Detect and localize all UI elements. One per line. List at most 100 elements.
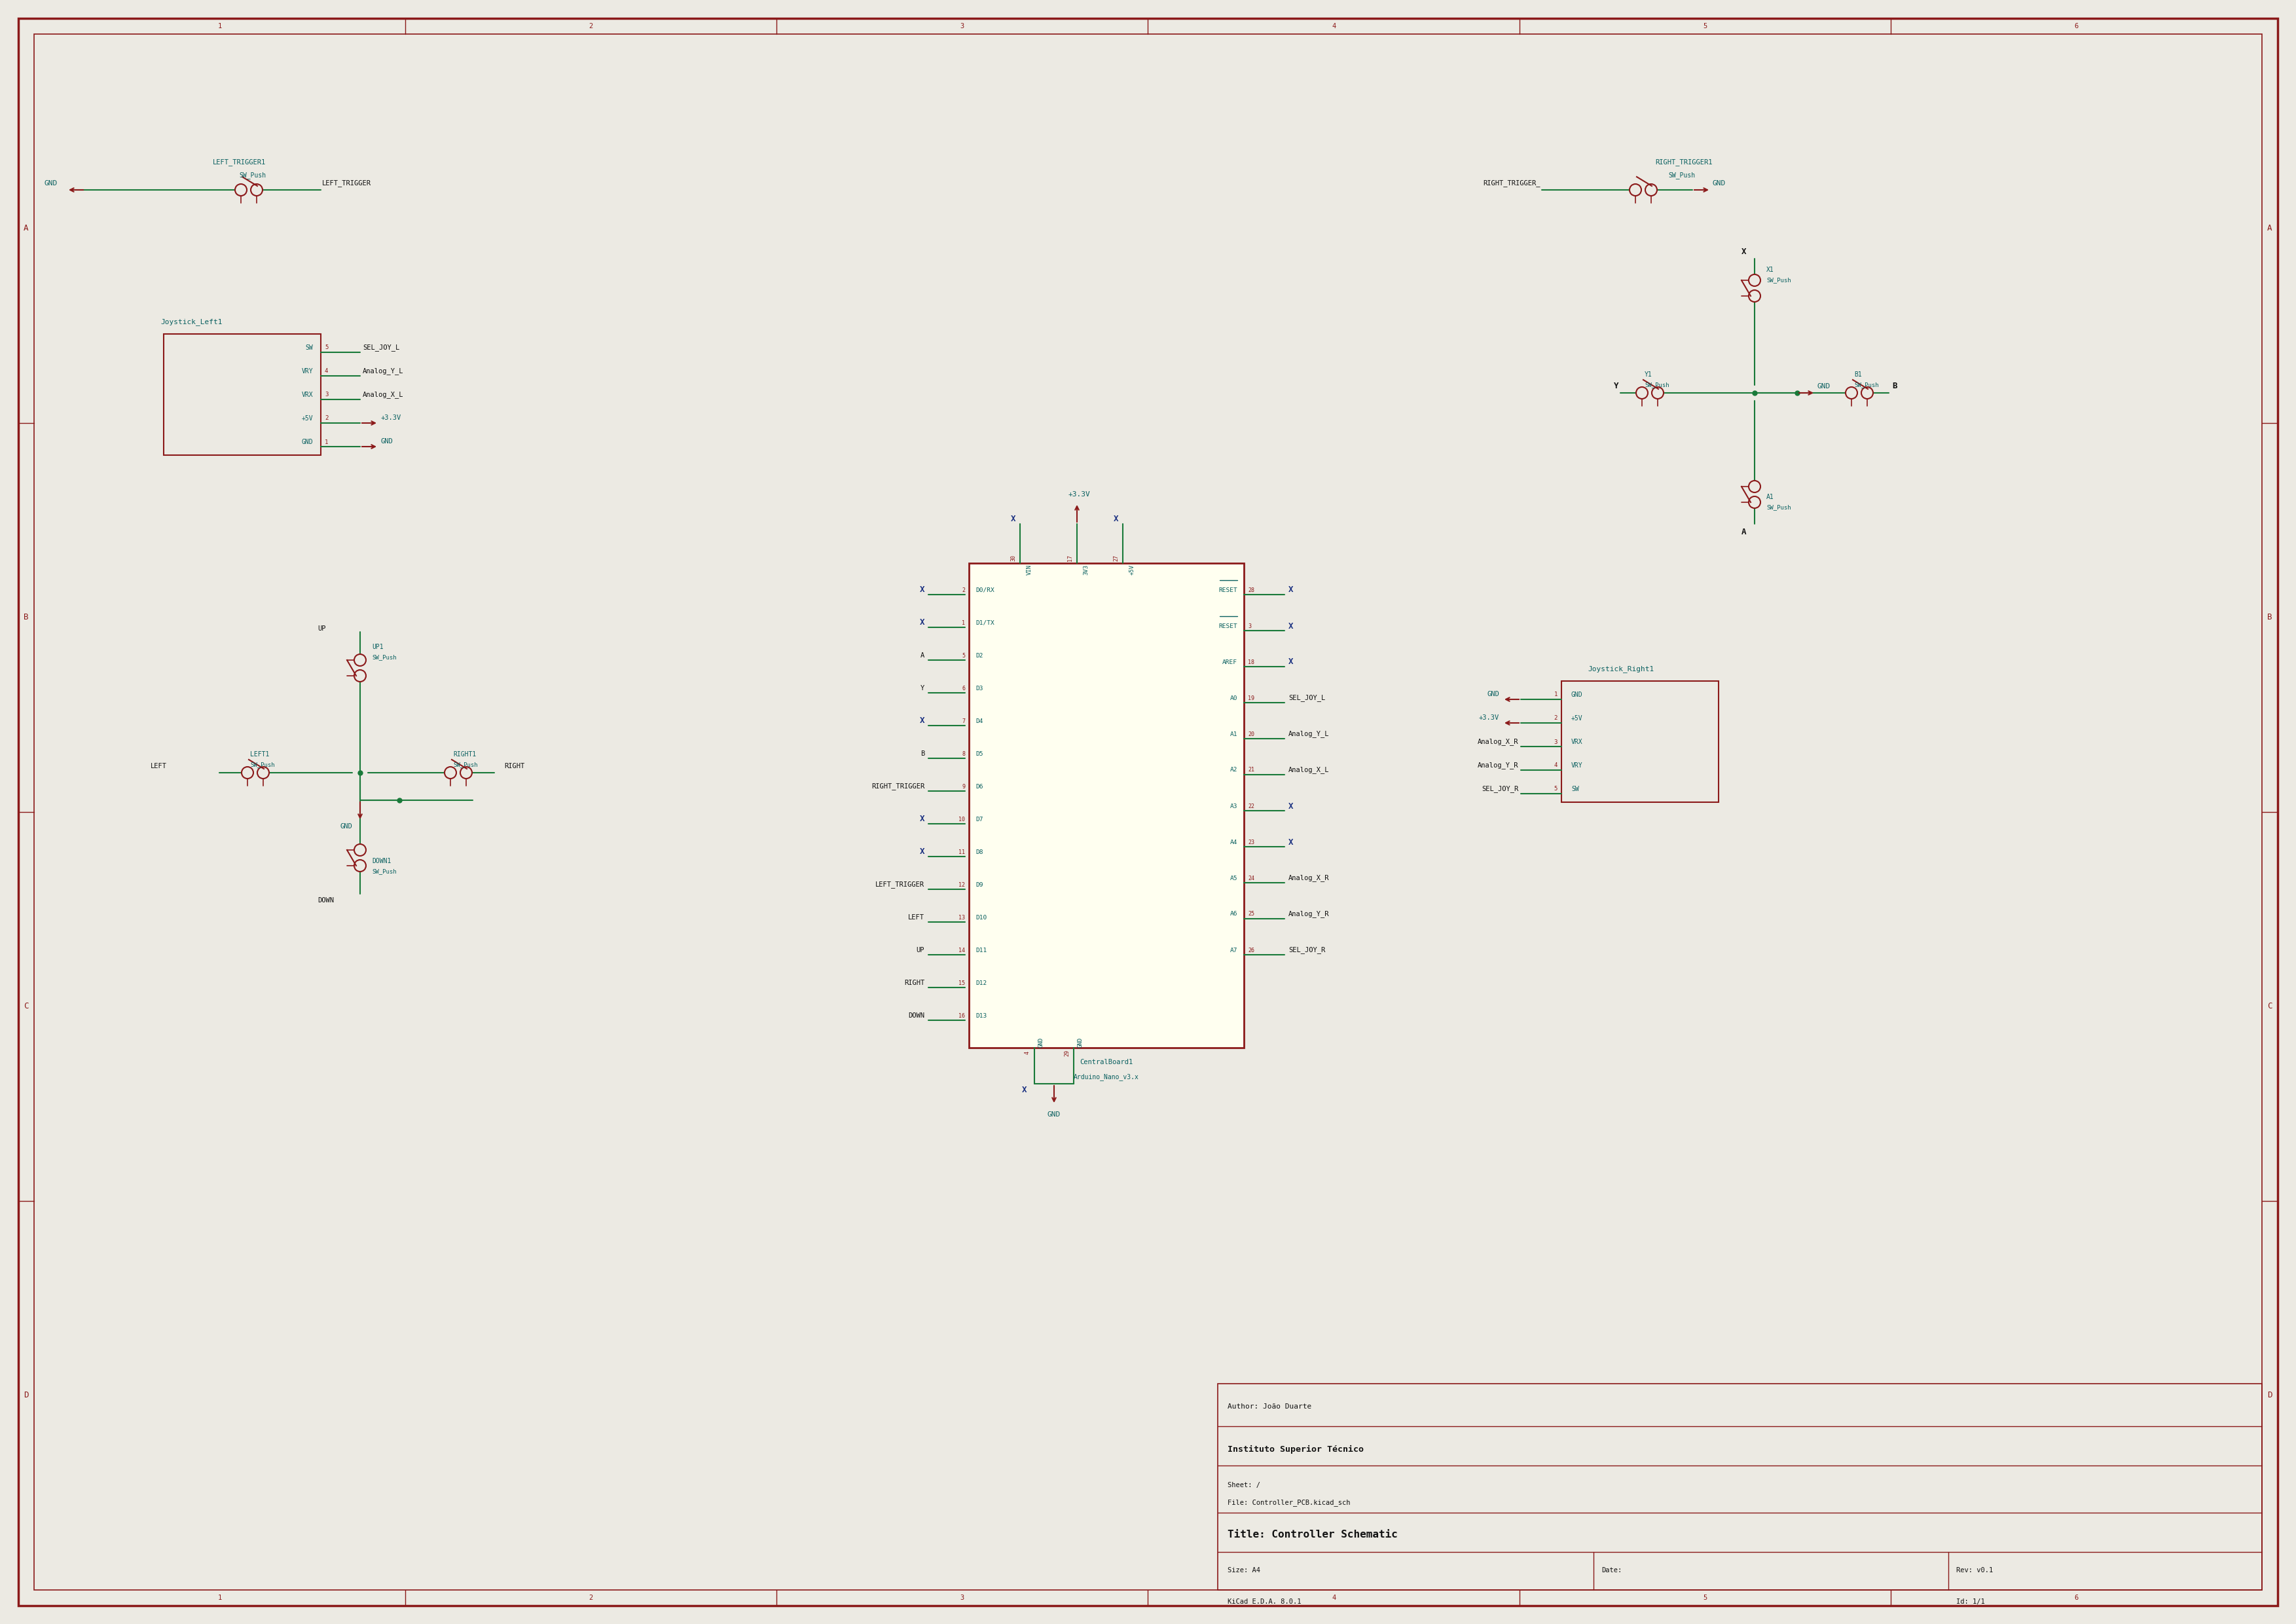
Text: Date:: Date: [1603,1567,1621,1574]
Text: A3: A3 [1231,804,1238,809]
Text: 22: 22 [1247,804,1254,809]
Text: 6: 6 [2073,23,2078,29]
Text: A6: A6 [1231,911,1238,918]
Text: SW_Push: SW_Push [1644,382,1669,388]
Text: 7: 7 [962,718,964,724]
Text: SW: SW [305,344,312,351]
Text: B: B [23,614,28,622]
Text: 5: 5 [1554,786,1557,793]
Text: X: X [1288,658,1293,666]
Text: A: A [2268,224,2273,232]
Text: 8: 8 [962,750,964,757]
Text: 17: 17 [1068,555,1072,562]
Text: 4: 4 [1554,763,1557,768]
Text: SW_Push: SW_Push [1766,278,1791,283]
Bar [1561,680,1720,802]
Text: Id: 1/1: Id: 1/1 [1956,1598,1986,1605]
Text: 1: 1 [324,438,328,445]
Text: LEFT_TRIGGER: LEFT_TRIGGER [875,882,925,888]
Text: B: B [2268,614,2273,622]
Text: D11: D11 [976,947,987,953]
Text: RIGHT_TRIGGER: RIGHT_TRIGGER [870,783,925,789]
Text: D7: D7 [976,817,983,822]
Text: SEL_JOY_R: SEL_JOY_R [1481,786,1518,793]
Text: B: B [1892,382,1896,391]
Text: 26: 26 [1247,947,1254,953]
Text: SW_Push: SW_Push [250,762,276,768]
Text: 1: 1 [1554,692,1557,698]
Text: X: X [918,586,925,594]
Text: File: Controller_PCB.kicad_sch: File: Controller_PCB.kicad_sch [1228,1499,1350,1507]
Text: Title: Controller Schematic: Title: Controller Schematic [1228,1530,1398,1540]
Text: D0/RX: D0/RX [976,586,994,593]
Text: LEFT: LEFT [907,914,925,921]
Text: VRY: VRY [301,369,312,375]
Text: X: X [1740,248,1747,257]
Text: 19: 19 [1247,695,1254,702]
Text: A: A [1740,528,1747,536]
Text: 2: 2 [590,1595,592,1601]
Text: Analog_X_R: Analog_X_R [1476,739,1518,745]
Text: DOWN: DOWN [317,896,333,903]
Text: 6: 6 [962,685,964,692]
Text: Analog_X_L: Analog_X_L [1288,767,1329,773]
Text: RIGHT_TRIGGER1: RIGHT_TRIGGER1 [1655,159,1713,166]
Text: X: X [1288,802,1293,810]
Text: C: C [2268,1002,2273,1010]
Text: UP: UP [916,947,925,953]
Text: 10: 10 [957,817,964,822]
Bar [969,564,1244,1047]
Text: 13: 13 [957,914,964,921]
Text: RESET: RESET [1219,586,1238,593]
Text: D9: D9 [976,882,983,888]
Text: X: X [918,815,925,823]
Text: SW_Push: SW_Push [239,172,266,179]
Text: LEFT1: LEFT1 [250,750,269,758]
Text: DOWN1: DOWN1 [372,857,390,864]
Text: Author: João Duarte: Author: João Duarte [1228,1403,1311,1410]
Text: 3: 3 [1247,624,1251,628]
Text: 4: 4 [324,369,328,374]
Text: D3: D3 [976,685,983,692]
Text: SW_Push: SW_Push [1855,382,1878,388]
Text: Rev: v0.1: Rev: v0.1 [1956,1567,1993,1574]
Text: 1: 1 [962,620,964,625]
Text: SW_Push: SW_Push [1669,172,1694,179]
Text: RIGHT1: RIGHT1 [452,750,475,758]
Text: D2: D2 [976,653,983,658]
Text: Analog_X_L: Analog_X_L [363,391,404,398]
Text: 16: 16 [957,1013,964,1018]
Text: UP1: UP1 [372,643,383,650]
Text: A7: A7 [1231,947,1238,953]
Text: X: X [1288,586,1293,594]
Text: GND: GND [1570,692,1582,698]
Text: 27: 27 [1114,555,1118,562]
Text: SEL_JOY_R: SEL_JOY_R [1288,947,1325,953]
Text: Analog_Y_R: Analog_Y_R [1288,911,1329,918]
Text: X: X [1288,622,1293,630]
Text: Joystick_Right1: Joystick_Right1 [1587,666,1653,672]
Text: 30: 30 [1010,555,1017,562]
Text: 2: 2 [1554,716,1557,721]
Text: 4: 4 [1332,23,1336,29]
Text: A5: A5 [1231,875,1238,882]
Text: 2: 2 [324,416,328,421]
Text: GND: GND [1488,690,1499,697]
Text: LEFT_TRIGGER: LEFT_TRIGGER [321,180,372,187]
Text: D12: D12 [976,979,987,986]
Text: X1: X1 [1766,266,1775,273]
Text: 23: 23 [1247,840,1254,844]
Bar [1217,1384,2262,1590]
Text: D4: D4 [976,718,983,724]
Text: B: B [921,750,925,757]
Text: GND: GND [1047,1111,1061,1117]
Text: SW_Push: SW_Push [372,869,397,875]
Text: +3.3V: +3.3V [1479,715,1499,721]
Text: 28: 28 [1247,586,1254,593]
Text: 20: 20 [1247,731,1254,737]
Text: A: A [921,653,925,659]
Text: GND: GND [1818,383,1830,390]
Text: SEL_JOY_L: SEL_JOY_L [1288,695,1325,702]
Text: 14: 14 [957,947,964,953]
Text: 5: 5 [1704,23,1706,29]
